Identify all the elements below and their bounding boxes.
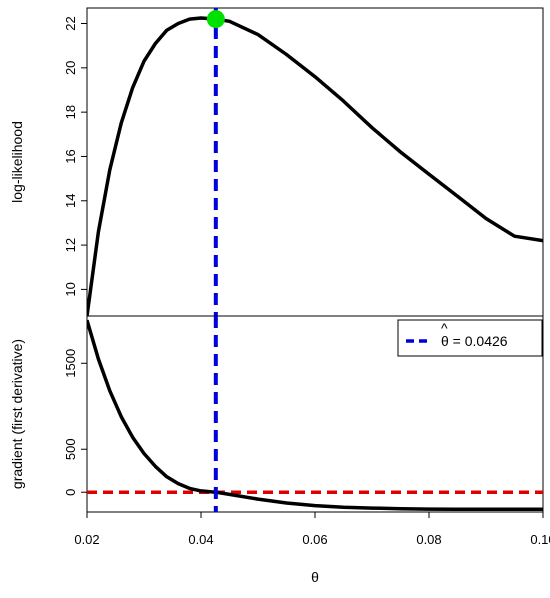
y-tick-label: 22 xyxy=(63,16,78,30)
y-tick-label: 20 xyxy=(63,61,78,75)
y-tick-label: 0 xyxy=(63,489,78,496)
gradient-panel: 0 500 1500 0.02 0.04 0.06 0.08 0.10 gradient (… xyxy=(9,315,550,585)
x-tick-label: 0.10 xyxy=(530,532,550,547)
x-tick-label: 0.02 xyxy=(74,532,99,547)
bottom-y-axis-title: gradient (first derivative) xyxy=(9,339,25,489)
gradient-curve xyxy=(87,319,543,512)
x-tick-label: 0.04 xyxy=(188,532,213,547)
bottom-y-axis: 0 500 1500 xyxy=(63,349,87,496)
x-axis-title: θ xyxy=(311,569,319,585)
mle-point-marker xyxy=(206,10,225,29)
y-tick-label: 10 xyxy=(63,282,78,296)
y-tick-label: 16 xyxy=(63,149,78,163)
top-plot-area xyxy=(87,8,543,316)
top-plot-frame xyxy=(86,7,544,317)
top-y-axis: 10 12 14 16 18 20 22 xyxy=(63,16,87,297)
log-likelihood-panel: 10 12 14 16 18 20 22 log-likelihood xyxy=(9,7,544,317)
log-likelihood-curve xyxy=(87,16,543,316)
bottom-plot-area xyxy=(87,316,543,512)
x-tick-label: 0.06 xyxy=(302,532,327,547)
x-tick-label: 0.08 xyxy=(416,532,441,547)
y-tick-label: 14 xyxy=(63,194,78,208)
y-tick-label: 500 xyxy=(63,438,78,460)
legend: ^ θ = 0.0426 xyxy=(397,319,543,357)
legend-box xyxy=(397,319,543,357)
top-y-axis-title: log-likelihood xyxy=(9,121,25,203)
y-tick-label: 12 xyxy=(63,238,78,252)
y-tick-label: 18 xyxy=(63,105,78,119)
legend-label: θ = 0.0426 xyxy=(441,333,508,349)
y-tick-label: 1500 xyxy=(63,349,78,378)
legend-hat: ^ xyxy=(441,320,448,336)
x-axis: 0.02 0.04 0.06 0.08 0.10 xyxy=(74,512,550,547)
